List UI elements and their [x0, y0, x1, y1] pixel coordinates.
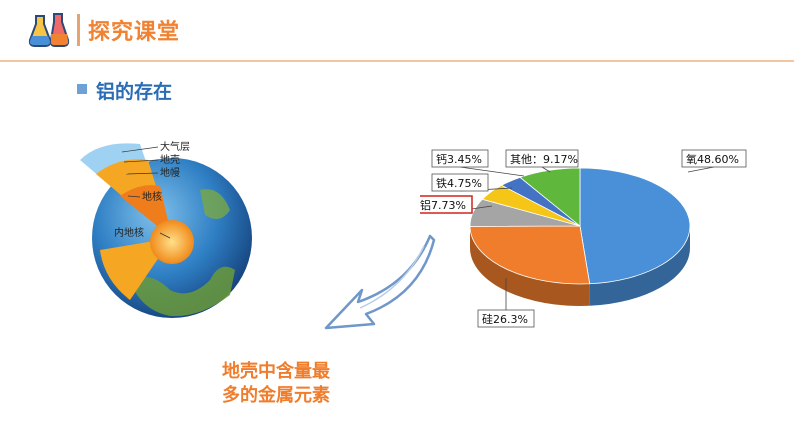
section-title: 铝的存在 [96, 81, 173, 103]
pie-label-text-钙: 钙3.45% [436, 152, 482, 166]
header-underline [0, 60, 794, 62]
pie-label-硅: 硅26.3% [477, 278, 535, 328]
pie-side-0 [589, 226, 690, 306]
element-abundance-pie-chart: 氧48.60% 硅26.3% 铝7.73% 铁4.75% 钙3.45% 其他：9.17% [420, 149, 747, 328]
label-atmosphere: 大气层 [160, 140, 190, 153]
pie-label-其他: 其他：9.17% [505, 149, 579, 173]
pie-side-1 [470, 226, 590, 306]
section-bullet-icon [77, 84, 87, 94]
land-mass [200, 189, 230, 219]
header-divider [77, 14, 80, 46]
pie-label-text-氧: 氧48.60% [686, 152, 739, 166]
label-mantle: 地幔 [160, 166, 180, 179]
pie-label-钙: 钙3.45% [431, 149, 525, 177]
pie-slice-1 [469, 225, 591, 285]
pie-label-铁: 铁4.75% [431, 173, 513, 192]
pie-label-text-其他: 其他：9.17% [510, 153, 578, 166]
label-inner-core: 内地核 [114, 226, 144, 239]
label-crust: 地壳 [160, 153, 180, 166]
lab-flask-icon [28, 13, 70, 47]
caption: 地壳中含量最 多的金属元素 [222, 360, 330, 408]
pie-label-text-铝: 铝7.73% [420, 198, 466, 212]
caption-line-1: 地壳中含量最 [222, 361, 330, 382]
label-core: 地核 [142, 190, 162, 203]
earth-cross-section: 大气层 地壳 地幔 地核 内地核 [80, 140, 252, 318]
pie-label-铝: 铝7.73% [420, 195, 493, 214]
land-mass [130, 266, 235, 317]
header: 探究课堂 [0, 0, 794, 62]
page-title: 探究课堂 [88, 20, 181, 45]
curved-arrow-icon [324, 234, 436, 330]
pie-label-氧: 氧48.60% [681, 149, 747, 173]
caption-line-2: 多的金属元素 [222, 385, 330, 406]
pie-label-text-硅: 硅26.3% [482, 313, 528, 326]
layer-labels: 大气层 地壳 地幔 地核 内地核 [114, 140, 190, 239]
pie-slice-5 [519, 167, 581, 227]
inner-core [150, 220, 194, 264]
pie-label-text-铁: 铁4.75% [436, 177, 482, 190]
pie-slice-0 [579, 167, 691, 285]
